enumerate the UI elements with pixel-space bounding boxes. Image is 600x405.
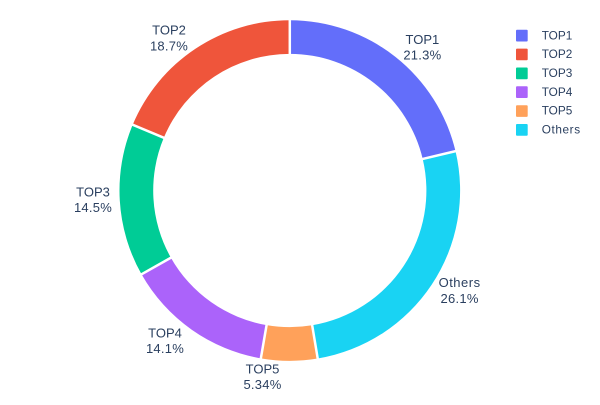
svg-text:21.3%: 21.3% bbox=[403, 48, 441, 63]
svg-text:TOP4: TOP4 bbox=[542, 85, 573, 99]
svg-text:TOP5: TOP5 bbox=[246, 361, 280, 376]
svg-text:14.1%: 14.1% bbox=[146, 341, 184, 356]
svg-text:18.7%: 18.7% bbox=[150, 38, 188, 53]
svg-text:TOP5: TOP5 bbox=[542, 104, 573, 118]
svg-text:TOP3: TOP3 bbox=[76, 185, 110, 200]
svg-text:TOP1: TOP1 bbox=[542, 28, 573, 42]
svg-text:TOP1: TOP1 bbox=[406, 32, 440, 47]
svg-text:TOP2: TOP2 bbox=[542, 47, 573, 61]
svg-text:Others: Others bbox=[542, 123, 581, 137]
svg-text:5.34%: 5.34% bbox=[243, 377, 281, 392]
svg-text:TOP4: TOP4 bbox=[148, 326, 182, 341]
svg-text:26.1%: 26.1% bbox=[441, 291, 479, 306]
svg-text:TOP2: TOP2 bbox=[152, 23, 186, 38]
svg-text:TOP3: TOP3 bbox=[542, 66, 573, 80]
svg-text:Others: Others bbox=[439, 275, 481, 290]
svg-text:14.5%: 14.5% bbox=[74, 200, 112, 215]
